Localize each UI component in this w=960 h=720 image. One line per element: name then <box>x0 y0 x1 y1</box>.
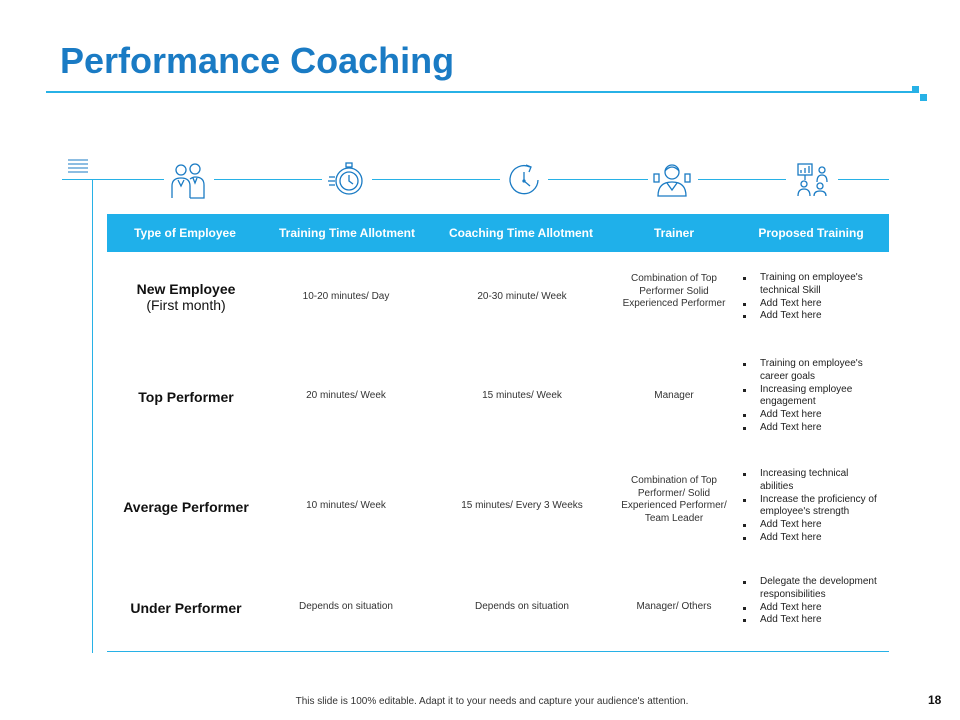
trainer-cell: Combination of Top Performer Solid Exper… <box>622 273 726 309</box>
list-item: Delegate the development responsibilitie… <box>742 576 882 602</box>
title-underline <box>46 91 916 93</box>
employee-type: Average Performer <box>123 499 249 515</box>
list-item: Training on employee's career goals <box>742 358 882 384</box>
employee-type-note: (First month) <box>146 297 226 313</box>
trainer-icon <box>653 164 691 197</box>
proposed-training-list: Training on employee's technical Skill A… <box>742 272 882 323</box>
list-item: Add Text here <box>742 532 882 545</box>
list-item: Training on employee's technical Skill <box>742 272 882 298</box>
decorative-square <box>912 86 919 93</box>
slide-title: Performance Coaching <box>60 40 455 81</box>
timeline-line <box>698 179 786 180</box>
footer-note: This slide is 100% editable. Adapt it to… <box>295 696 689 707</box>
list-item: Add Text here <box>742 422 882 435</box>
coaching-time-cell: 15 minutes/ Every 3 Weeks <box>461 500 583 511</box>
list-item: Increasing technical abilities <box>742 468 882 494</box>
vertical-rule <box>92 180 93 653</box>
proposed-training-list: Delegate the development responsibilitie… <box>742 576 882 627</box>
row-label: New Employee (First month) <box>106 281 266 313</box>
training-time-cell: 20 minutes/ Week <box>306 390 386 401</box>
coaching-time-cell: 15 minutes/ Week <box>482 390 562 401</box>
employee-type: New Employee <box>136 281 236 297</box>
training-time-cell: 10 minutes/ Week <box>306 500 386 511</box>
list-item: Add Text here <box>742 519 882 532</box>
table-header <box>107 214 889 252</box>
training-time-cell: Depends on situation <box>299 601 393 612</box>
row-label: Under Performer <box>106 600 266 616</box>
presentation-icon <box>797 163 828 197</box>
table-bottom-rule <box>107 651 889 652</box>
timeline-line <box>548 179 648 180</box>
timeline-line <box>838 179 889 180</box>
trainer-cell: Manager <box>654 390 694 401</box>
trainer-cell: Combination of Top Performer/ Solid Expe… <box>621 475 727 524</box>
row-label: Top Performer <box>106 389 266 405</box>
employee-type: Top Performer <box>138 389 234 405</box>
stopwatch-icon <box>328 162 363 195</box>
column-header-trainer: Trainer <box>653 226 695 240</box>
list-item: Increasing employee engagement <box>742 384 882 410</box>
column-header-type: Type of Employee <box>134 226 236 240</box>
timeline-line <box>62 179 164 180</box>
trainer-cell: Manager/ Others <box>636 601 712 612</box>
proposed-training-list: Training on employee's career goals Incr… <box>742 358 882 435</box>
people-icon <box>171 163 205 199</box>
page-number: 18 <box>928 693 942 707</box>
proposed-training-list: Increasing technical abilities Increase … <box>742 468 882 545</box>
coaching-time-cell: Depends on situation <box>475 601 569 612</box>
column-header-training-time: Training Time Allotment <box>278 226 415 240</box>
training-time-cell: 10-20 minutes/ Day <box>302 291 390 302</box>
menu-lines-icon <box>68 159 88 173</box>
list-item: Add Text here <box>742 602 882 615</box>
list-item: Add Text here <box>742 409 882 422</box>
column-header-coaching-time: Coaching Time Allotment <box>448 226 593 240</box>
list-item: Add Text here <box>742 614 882 627</box>
coaching-time-cell: 20-30 minute/ Week <box>477 291 567 302</box>
row-label: Average Performer <box>106 499 266 515</box>
timeline-line <box>214 179 322 180</box>
list-item: Increase the proficiency of employee's s… <box>742 494 882 520</box>
column-header-proposed-training: Proposed Training <box>758 226 864 240</box>
clock-icon <box>509 164 539 195</box>
list-item: Add Text here <box>742 310 882 323</box>
decorative-square <box>920 94 927 101</box>
timeline-line <box>372 179 500 180</box>
employee-type: Under Performer <box>130 600 242 616</box>
list-item: Add Text here <box>742 298 882 311</box>
